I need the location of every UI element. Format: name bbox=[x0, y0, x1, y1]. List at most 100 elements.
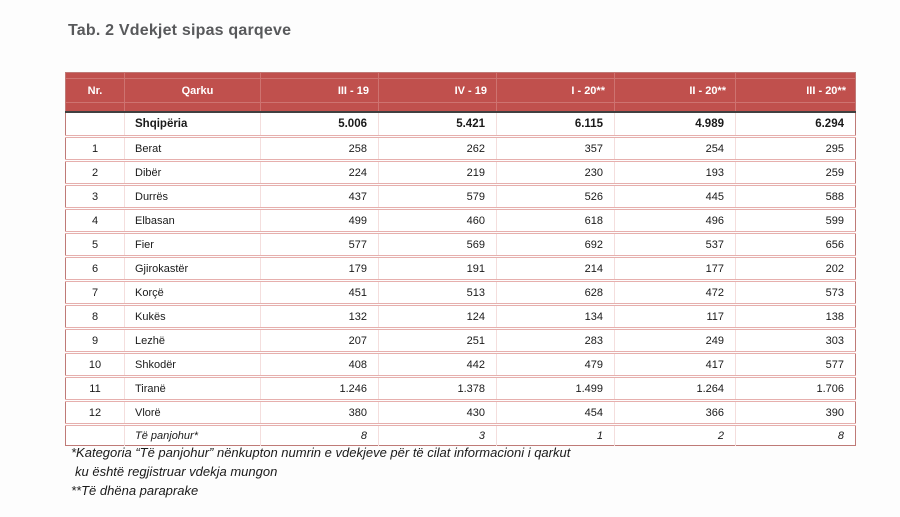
cell-value: 390 bbox=[735, 400, 856, 426]
cell-value: 138 bbox=[735, 304, 856, 330]
cell-qarku: Kukës bbox=[124, 304, 261, 330]
header-strip-cell bbox=[65, 102, 125, 112]
table-row: 8 Kukës 132 124 134 117 138 bbox=[65, 304, 856, 330]
cell-value: 656 bbox=[735, 232, 856, 258]
cell-value: 132 bbox=[260, 304, 379, 330]
header-strip-cell bbox=[614, 102, 736, 112]
cell-value: 577 bbox=[260, 232, 379, 258]
cell-value: 513 bbox=[378, 280, 497, 306]
cell-value: 472 bbox=[614, 280, 736, 306]
cell-value: 1 bbox=[496, 424, 615, 446]
cell-nr: 6 bbox=[65, 256, 125, 282]
cell-nr: 8 bbox=[65, 304, 125, 330]
footnote-line-2: ku është regjistruar vdekja mungon bbox=[75, 464, 278, 479]
cell-qarku: Durrës bbox=[124, 184, 261, 210]
cell-nr: 4 bbox=[65, 208, 125, 234]
table-header: Nr. Qarku III - 19 IV - 19 I - 20** II - 20**… bbox=[65, 72, 856, 112]
cell-nr bbox=[65, 111, 125, 138]
cell-value: 6.294 bbox=[735, 111, 856, 138]
cell-value: 526 bbox=[496, 184, 615, 210]
cell-value: 430 bbox=[378, 400, 497, 426]
deaths-by-county-table: Nr. Qarku III - 19 IV - 19 I - 20** II - 20**… bbox=[65, 72, 856, 446]
cell-value: 1.264 bbox=[614, 376, 736, 402]
cell-value: 6.115 bbox=[496, 111, 615, 138]
cell-value: 303 bbox=[735, 328, 856, 354]
cell-value: 177 bbox=[614, 256, 736, 282]
cell-value: 259 bbox=[735, 160, 856, 186]
cell-value: 1.378 bbox=[378, 376, 497, 402]
cell-nr: 1 bbox=[65, 136, 125, 162]
cell-value: 8 bbox=[735, 424, 856, 446]
cell-value: 366 bbox=[614, 400, 736, 426]
cell-value: 3 bbox=[378, 424, 497, 446]
cell-qarku: Shqipëria bbox=[124, 111, 261, 138]
cell-nr: 3 bbox=[65, 184, 125, 210]
table-row: 4 Elbasan 499 460 618 496 599 bbox=[65, 208, 856, 234]
cell-value: 258 bbox=[260, 136, 379, 162]
cell-value: 577 bbox=[735, 352, 856, 378]
table-row: 3 Durrës 437 579 526 445 588 bbox=[65, 184, 856, 210]
header-strip-cell bbox=[260, 102, 379, 112]
cell-value: 193 bbox=[614, 160, 736, 186]
column-header-nr: Nr. bbox=[87, 84, 103, 97]
cell-value: 599 bbox=[735, 208, 856, 234]
cell-value: 692 bbox=[496, 232, 615, 258]
header-strip-top bbox=[65, 72, 856, 79]
header-strip-cell bbox=[496, 102, 615, 112]
table-row: 1 Berat 258 262 357 254 295 bbox=[65, 136, 856, 162]
cell-value: 249 bbox=[614, 328, 736, 354]
cell-qarku: Dibër bbox=[124, 160, 261, 186]
table-row: 9 Lezhë 207 251 283 249 303 bbox=[65, 328, 856, 354]
cell-value: 5.421 bbox=[378, 111, 497, 138]
cell-value: 262 bbox=[378, 136, 497, 162]
table-row: 7 Korçë 451 513 628 472 573 bbox=[65, 280, 856, 306]
cell-value: 207 bbox=[260, 328, 379, 354]
table-body: Shqipëria 5.006 5.421 6.115 4.989 6.294 1 Berat… bbox=[65, 111, 856, 446]
cell-value: 569 bbox=[378, 232, 497, 258]
table-row: 5 Fier 577 569 692 537 656 bbox=[65, 232, 856, 258]
header-row: Nr. Qarku III - 19 IV - 19 I - 20** II - 20**… bbox=[65, 78, 856, 103]
cell-nr: 12 bbox=[65, 400, 125, 426]
table-row: 2 Dibër 224 219 230 193 259 bbox=[65, 160, 856, 186]
cell-value: 408 bbox=[260, 352, 379, 378]
cell-value: 134 bbox=[496, 304, 615, 330]
cell-qarku: Të panjohur* bbox=[124, 424, 261, 446]
cell-value: 219 bbox=[378, 160, 497, 186]
header-strip-cell bbox=[496, 72, 615, 79]
cell-value: 618 bbox=[496, 208, 615, 234]
cell-value: 588 bbox=[735, 184, 856, 210]
cell-value: 357 bbox=[496, 136, 615, 162]
column-header-iii19: III - 19 bbox=[260, 78, 379, 103]
cell-value: 2 bbox=[614, 424, 736, 446]
cell-value: 454 bbox=[496, 400, 615, 426]
cell-value: 380 bbox=[260, 400, 379, 426]
column-header-i20: I - 20** bbox=[496, 78, 615, 103]
cell-value: 460 bbox=[378, 208, 497, 234]
cell-value: 214 bbox=[496, 256, 615, 282]
cell-nr: 9 bbox=[65, 328, 125, 354]
cell-nr: 7 bbox=[65, 280, 125, 306]
cell-value: 1.706 bbox=[735, 376, 856, 402]
cell-value: 1.499 bbox=[496, 376, 615, 402]
header-strip-cell bbox=[65, 72, 125, 79]
cell-value: 628 bbox=[496, 280, 615, 306]
cell-value: 254 bbox=[614, 136, 736, 162]
column-header-iv19: IV - 19 bbox=[378, 78, 497, 103]
footnote-line-3: **Të dhëna paraprake bbox=[71, 483, 199, 498]
cell-qarku: Tiranë bbox=[124, 376, 261, 402]
column-header-iii20: III - 20** bbox=[735, 78, 856, 103]
cell-value: 251 bbox=[378, 328, 497, 354]
table-row: 11 Tiranë 1.246 1.378 1.499 1.264 1.706 bbox=[65, 376, 856, 402]
table-row: 10 Shkodër 408 442 479 417 577 bbox=[65, 352, 856, 378]
cell-nr bbox=[65, 424, 125, 446]
header-strip-cell bbox=[378, 72, 497, 79]
cell-value: 479 bbox=[496, 352, 615, 378]
cell-value: 230 bbox=[496, 160, 615, 186]
footnote-line-1: *Kategoria “Të panjohur” nënkupton numri… bbox=[71, 445, 571, 460]
cell-value: 537 bbox=[614, 232, 736, 258]
cell-value: 445 bbox=[614, 184, 736, 210]
cell-qarku: Gjirokastër bbox=[124, 256, 261, 282]
cell-value: 579 bbox=[378, 184, 497, 210]
cell-qarku: Shkodër bbox=[124, 352, 261, 378]
